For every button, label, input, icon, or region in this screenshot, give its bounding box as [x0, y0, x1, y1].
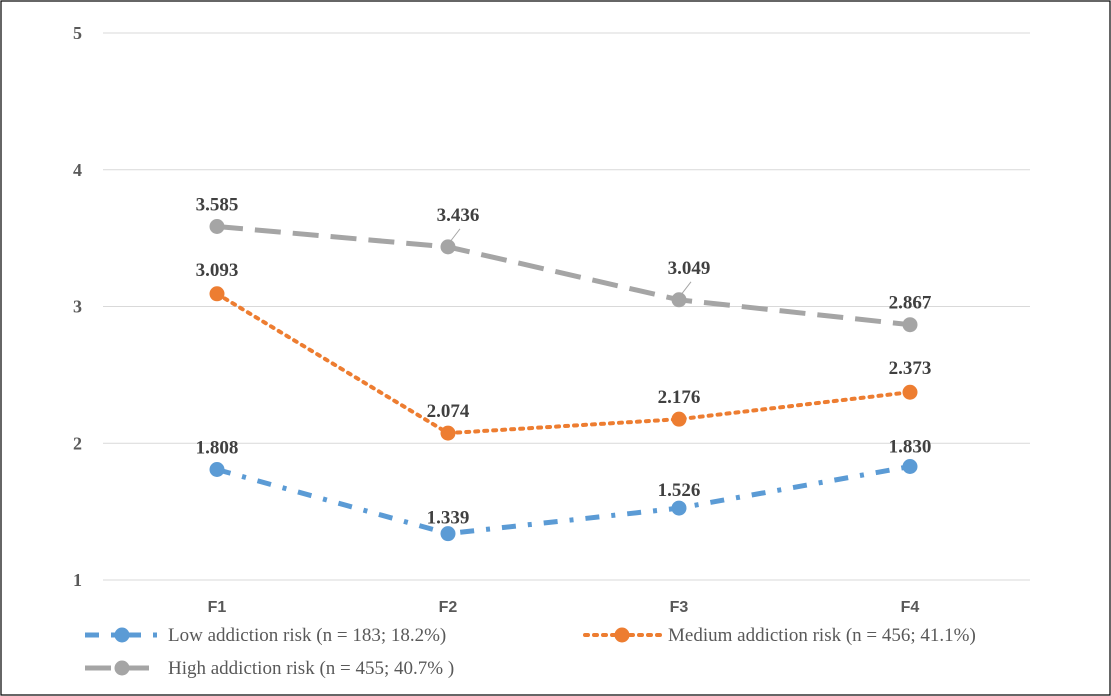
x-tick-label: F1 [208, 599, 227, 616]
data-point-marker [209, 219, 225, 235]
data-label: 2.867 [889, 293, 932, 314]
x-tick-label: F3 [670, 599, 689, 616]
label-leader-line [449, 228, 461, 243]
data-point-marker [671, 500, 687, 516]
legend-swatch-marker [114, 660, 130, 676]
series-line-1 [215, 291, 912, 436]
data-point-marker [440, 526, 456, 542]
x-axis-tick-labels: F1 F2 F3 F4 [208, 599, 920, 616]
legend-label: Low addiction risk (n = 183; 18.2%) [168, 625, 446, 646]
legend-entry: Low addiction risk (n = 183; 18.2%) [85, 625, 446, 646]
data-label: 3.093 [196, 260, 239, 281]
data-point-marker [209, 462, 225, 478]
data-point-marker [209, 286, 225, 302]
label-leader-line [680, 281, 692, 296]
legend-entry: High addiction risk (n = 455; 40.7% ) [85, 658, 454, 679]
data-point-marker [440, 425, 456, 441]
y-axis-tick-labels: 1 2 3 4 5 [73, 23, 82, 590]
data-label: 2.373 [889, 358, 932, 379]
data-label: 1.808 [196, 438, 239, 459]
series-lines [215, 224, 912, 537]
data-label: 1.830 [889, 436, 932, 457]
y-tick-label: 5 [73, 23, 82, 43]
legend-swatch-marker [114, 627, 130, 643]
series-line-0 [216, 464, 911, 537]
legend-entry: Medium addiction risk (n = 456; 41.1%) [583, 625, 976, 646]
data-label: 3.049 [668, 258, 711, 279]
legend-label: Medium addiction risk (n = 456; 41.1%) [668, 625, 976, 646]
label-leader-lines [449, 228, 692, 296]
series-line-2 [216, 224, 911, 328]
data-point-marker [440, 239, 456, 255]
legend-swatch-marker [614, 627, 630, 643]
x-tick-label: F4 [901, 599, 920, 616]
data-label: 3.436 [437, 205, 480, 226]
data-point-marker [902, 384, 918, 400]
data-label: 1.526 [658, 480, 701, 501]
data-point-marker [671, 292, 687, 308]
data-point-marker [671, 411, 687, 427]
y-tick-label: 3 [73, 297, 82, 317]
data-point-marker [902, 458, 918, 474]
y-tick-label: 4 [73, 160, 82, 180]
legend: Low addiction risk (n = 183; 18.2%) Mediu… [85, 625, 976, 679]
gridlines [103, 32, 1030, 581]
data-point-marker [902, 317, 918, 333]
series-markers [209, 219, 918, 542]
x-tick-label: F2 [439, 599, 458, 616]
data-label: 1.339 [427, 508, 470, 529]
y-tick-label: 1 [73, 570, 82, 590]
data-label: 2.176 [658, 387, 701, 408]
data-labels: 1.808 1.339 1.526 1.830 3.093 2.074 2.176 2.373… [196, 195, 932, 529]
data-label: 2.074 [427, 401, 470, 422]
legend-label: High addiction risk (n = 455; 40.7% ) [168, 658, 454, 679]
data-label: 3.585 [196, 195, 239, 216]
y-tick-label: 2 [73, 433, 82, 453]
